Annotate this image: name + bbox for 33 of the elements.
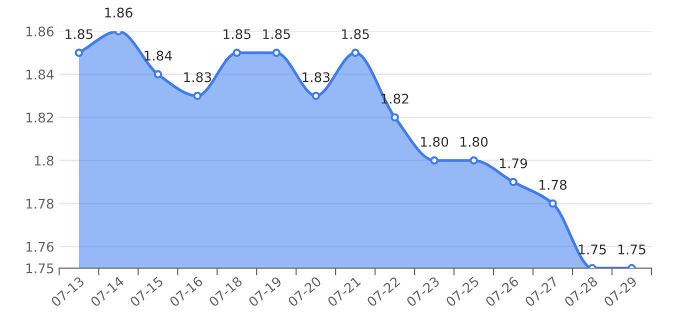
data-label: 1.80 [421, 136, 448, 147]
point [351, 48, 360, 57]
point [548, 199, 557, 208]
y-tick-label: 1.75 [26, 264, 54, 274]
point [470, 156, 478, 165]
data-label: 1.83 [184, 72, 212, 82]
y-tick-label: 1.76 [26, 242, 54, 252]
data-label: 1.85 [263, 29, 290, 40]
data-label: 1.85 [224, 29, 250, 40]
y-tick-label: 1.86 [26, 26, 54, 36]
point [154, 70, 162, 78]
data-label: 1.75 [618, 244, 646, 254]
data-label: 1.85 [66, 29, 92, 40]
data-label: 1.86 [105, 8, 132, 18]
data-label: 1.85 [342, 29, 369, 40]
y-tick-label: 1.82 [26, 112, 54, 123]
point [232, 48, 242, 57]
y-tick-label: 1.78 [26, 198, 54, 209]
data-label: 1.80 [460, 136, 488, 147]
point [272, 48, 281, 57]
y-tick-label: 1.84 [26, 70, 54, 80]
point [509, 178, 518, 186]
data-label: 1.83 [302, 72, 330, 82]
data-label: 1.79 [500, 158, 528, 168]
point [193, 92, 202, 100]
point [390, 113, 399, 122]
data-label: 1.78 [540, 180, 567, 190]
point [74, 48, 84, 57]
point [430, 156, 438, 165]
data-label: 1.75 [579, 244, 606, 254]
data-label: 1.84 [144, 50, 172, 61]
y-tick-label: 1.8 [34, 156, 54, 166]
point [312, 92, 320, 100]
